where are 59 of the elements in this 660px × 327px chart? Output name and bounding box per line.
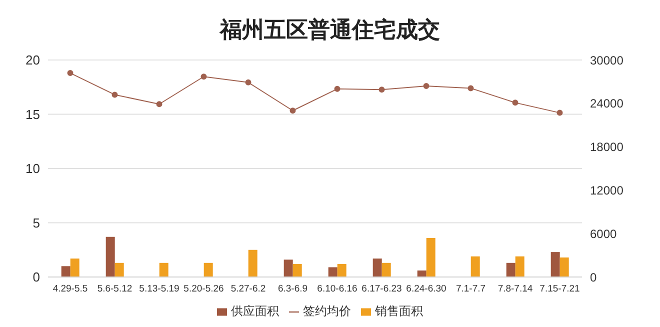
point (156, 101, 162, 108)
x-tick-label: 7.1-7.7 (456, 284, 486, 295)
bar (417, 270, 426, 277)
legend-label: 销售面积 (375, 304, 423, 318)
legend-label: 签约均价 (303, 304, 351, 318)
x-tick-label: 7.8-7.14 (498, 284, 533, 295)
point (290, 108, 296, 114)
point (556, 110, 563, 116)
point (245, 79, 252, 86)
y2-tick-label: 18000 (590, 140, 624, 154)
point (112, 92, 118, 98)
bar (159, 262, 168, 277)
y-tick-label: 10 (26, 161, 40, 176)
bar (61, 266, 70, 277)
x-tick-label: 6.10-6.16 (317, 284, 358, 295)
y-tick-label: 0 (32, 270, 40, 285)
y2-tick-label: 30000 (590, 53, 624, 68)
x-tick-label: 5.27-6.2 (230, 284, 266, 295)
x-tick-label: 4.29-5.5 (52, 284, 88, 295)
point (468, 85, 474, 92)
x-tick-label: 6.3-6.9 (278, 284, 308, 295)
bar (248, 250, 258, 277)
point (378, 86, 385, 93)
point (512, 100, 518, 106)
legend-label: 供应面积 (231, 304, 279, 318)
bar (426, 238, 436, 277)
point (67, 70, 74, 76)
bar (550, 252, 560, 277)
point (334, 86, 340, 92)
chart-title: 福州五区普通住宅成交 (218, 16, 441, 44)
bar (284, 260, 293, 277)
bar (292, 264, 302, 277)
bar (515, 256, 524, 277)
y2-tick-label: 6000 (590, 226, 618, 241)
bar (70, 258, 80, 277)
bar (372, 258, 382, 277)
bar (204, 262, 213, 277)
point (423, 83, 430, 90)
y-tick-label: 15 (26, 106, 40, 122)
y-tick-label: 20 (26, 52, 40, 68)
bar (382, 262, 391, 277)
y2-tick-label: 12000 (590, 183, 624, 198)
x-tick-label: 5.13-5.19 (139, 284, 180, 295)
x-tick-label: 5.20-5.26 (184, 284, 224, 295)
bar (506, 262, 516, 277)
bar (114, 262, 124, 277)
bar (470, 256, 480, 277)
bar (328, 267, 338, 277)
x-tick-label: 7.15-7.21 (540, 284, 580, 295)
bar (106, 236, 115, 277)
x-tick-label: 6.24-6.30 (406, 284, 446, 295)
bar (337, 264, 346, 277)
bar (560, 257, 569, 277)
y2-tick-label: 0 (590, 270, 597, 284)
x-tick-label: 5.6-5.12 (97, 284, 132, 295)
point (200, 74, 207, 80)
y2-tick-label: 24000 (590, 96, 624, 111)
y-tick-label: 5 (32, 215, 40, 230)
x-tick-label: 6.17-6.23 (362, 284, 402, 295)
